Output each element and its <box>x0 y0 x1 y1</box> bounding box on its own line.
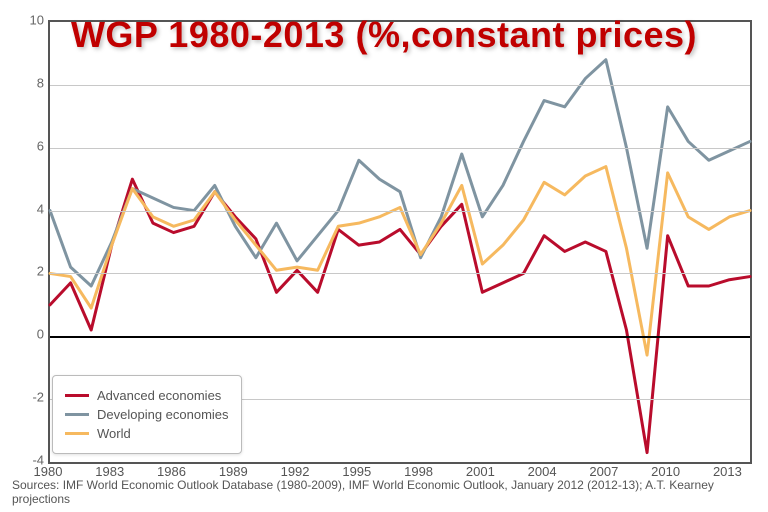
x-tick-label: 1992 <box>281 464 310 479</box>
legend-swatch <box>65 413 89 416</box>
y-tick-label: 6 <box>26 138 44 153</box>
y-tick-label: 10 <box>26 13 44 28</box>
legend-label: Developing economies <box>97 407 229 422</box>
y-tick-label: 0 <box>26 327 44 342</box>
legend: Advanced economies Developing economies Wo… <box>52 375 242 454</box>
y-tick-label: 8 <box>26 75 44 90</box>
x-tick-label: 2001 <box>466 464 495 479</box>
x-tick-label: 1998 <box>404 464 433 479</box>
legend-item-world: World <box>65 426 229 441</box>
x-tick-label: 2013 <box>713 464 742 479</box>
legend-item-advanced: Advanced economies <box>65 388 229 403</box>
legend-item-developing: Developing economies <box>65 407 229 422</box>
gridline <box>50 85 750 86</box>
y-tick-label: 4 <box>26 201 44 216</box>
zero-line <box>50 336 750 338</box>
series-line-developing <box>50 60 750 286</box>
sources-text: Sources: IMF World Economic Outlook Data… <box>12 478 768 506</box>
x-tick-label: 1989 <box>219 464 248 479</box>
legend-swatch <box>65 394 89 397</box>
gridline <box>50 211 750 212</box>
x-tick-label: 1986 <box>157 464 186 479</box>
y-tick-label: 2 <box>26 264 44 279</box>
gridline <box>50 273 750 274</box>
y-tick-label: -2 <box>26 390 44 405</box>
x-tick-label: 1980 <box>34 464 63 479</box>
legend-swatch <box>65 432 89 435</box>
x-tick-label: 2007 <box>589 464 618 479</box>
x-tick-label: 2010 <box>651 464 680 479</box>
x-tick-label: 1983 <box>95 464 124 479</box>
legend-label: Advanced economies <box>97 388 221 403</box>
legend-label: World <box>97 426 131 441</box>
x-tick-label: 2004 <box>528 464 557 479</box>
x-tick-label: 1995 <box>342 464 371 479</box>
gridline <box>50 148 750 149</box>
